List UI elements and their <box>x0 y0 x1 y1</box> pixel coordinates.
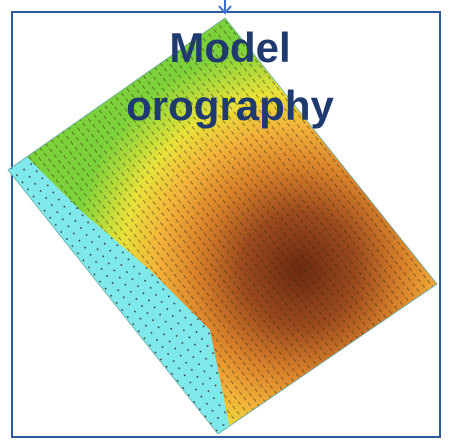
page: Model orography (() => { const data = JS… <box>0 0 452 441</box>
title-line: orography <box>126 82 334 129</box>
figure: Model orography <box>0 0 452 441</box>
title-line: Model <box>169 24 290 71</box>
